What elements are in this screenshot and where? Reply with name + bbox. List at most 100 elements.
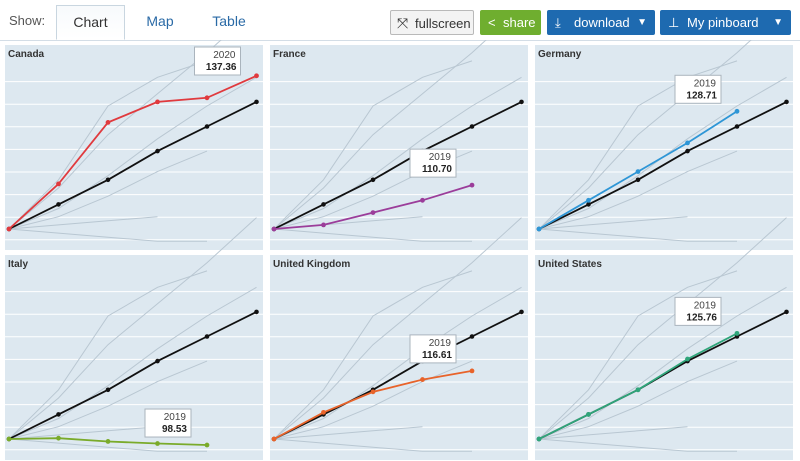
context-series-line (8, 217, 257, 440)
reference-point (519, 309, 524, 315)
fullscreen-label: fullscreen (415, 16, 471, 31)
panel-title: Canada (8, 49, 45, 60)
context-series-line (8, 228, 207, 242)
context-series-line (8, 426, 158, 440)
chevron-down-icon: ▼ (773, 17, 783, 28)
country-point (635, 169, 641, 175)
reference-point (469, 124, 475, 129)
reference-point (254, 99, 259, 105)
country-point (536, 226, 542, 232)
country-point (155, 99, 160, 105)
callout-box (674, 74, 722, 104)
country-point (420, 377, 425, 382)
country-point (586, 412, 591, 417)
context-series-line (538, 426, 688, 440)
panel-title: France (273, 49, 306, 60)
reference-point (586, 202, 591, 207)
tab-table[interactable]: Table (212, 13, 246, 29)
reference-series-line (8, 101, 257, 230)
pinboard-button[interactable]: ⊥ My pinboard ▼ (660, 10, 791, 35)
context-series-line (273, 360, 473, 440)
fullscreen-button[interactable]: ⤧ fullscreen (390, 10, 474, 35)
country-point (321, 409, 326, 415)
context-series-line (273, 228, 472, 242)
callout-box (144, 408, 192, 438)
country-point (685, 140, 690, 146)
reference-point (635, 177, 641, 183)
callout-value: 125.76 (686, 312, 717, 323)
context-series-line (273, 286, 522, 440)
callout-value: 128.71 (686, 90, 717, 101)
show-label: Show: (9, 13, 46, 28)
callout-year: 2019 (694, 300, 717, 311)
download-icon: ⤓ (555, 15, 561, 30)
country-point (685, 356, 690, 362)
context-series-line (273, 217, 522, 440)
panel-background (270, 45, 528, 250)
country-point (254, 73, 259, 79)
context-series-line (273, 40, 487, 230)
reference-point (254, 309, 259, 315)
context-series-line (273, 60, 473, 230)
callout-year: 2020 (213, 50, 236, 61)
country-point (6, 436, 12, 442)
reference-point (204, 334, 210, 339)
context-series-line (538, 40, 752, 230)
callout-box (409, 334, 457, 364)
reference-point (56, 202, 61, 207)
panel-title: United Kingdom (273, 259, 350, 270)
country-point (635, 387, 641, 393)
chart-toolbar: Show: Chart Map Table ⤧ fullscreen < sha… (0, 0, 800, 41)
context-series-line (273, 426, 423, 440)
country-point (469, 182, 475, 188)
reference-point (685, 148, 690, 154)
callout-value: 98.53 (162, 424, 187, 435)
context-series-line (538, 270, 738, 440)
callout-year: 2019 (429, 152, 452, 163)
reference-point (519, 99, 524, 105)
country-point (204, 95, 210, 101)
country-series-line (8, 74, 257, 230)
reference-point (734, 124, 740, 129)
country-point (105, 120, 111, 125)
country-point (6, 226, 12, 232)
country-point (370, 210, 376, 216)
reference-point (155, 358, 160, 364)
panel-title: United States (538, 259, 602, 270)
download-label: download (574, 15, 630, 30)
reference-point (469, 334, 475, 339)
callout-year: 2019 (164, 412, 187, 423)
context-series-line (8, 216, 158, 230)
share-button[interactable]: < share (480, 10, 541, 35)
context-series-line (8, 286, 257, 440)
reference-point (370, 177, 376, 183)
pinboard-label: My pinboard (687, 15, 759, 30)
tab-chart[interactable]: Chart (56, 5, 125, 40)
reference-series-line (273, 101, 522, 230)
reference-point (105, 387, 111, 393)
context-series-line (538, 216, 688, 230)
context-series-line (8, 150, 208, 230)
reference-point (56, 412, 61, 417)
context-series-line (273, 270, 473, 440)
pin-icon: ⊥ (668, 15, 680, 30)
context-series-line (8, 270, 208, 440)
callout-box (194, 46, 241, 76)
country-point (734, 330, 740, 336)
tab-map[interactable]: Map (146, 13, 174, 29)
country-point (155, 441, 160, 446)
fullscreen-icon: ⤧ (397, 15, 409, 31)
download-button[interactable]: ⤓ download ▼ (547, 10, 655, 35)
callout-value: 137.36 (206, 62, 237, 73)
context-series-line (538, 360, 738, 440)
